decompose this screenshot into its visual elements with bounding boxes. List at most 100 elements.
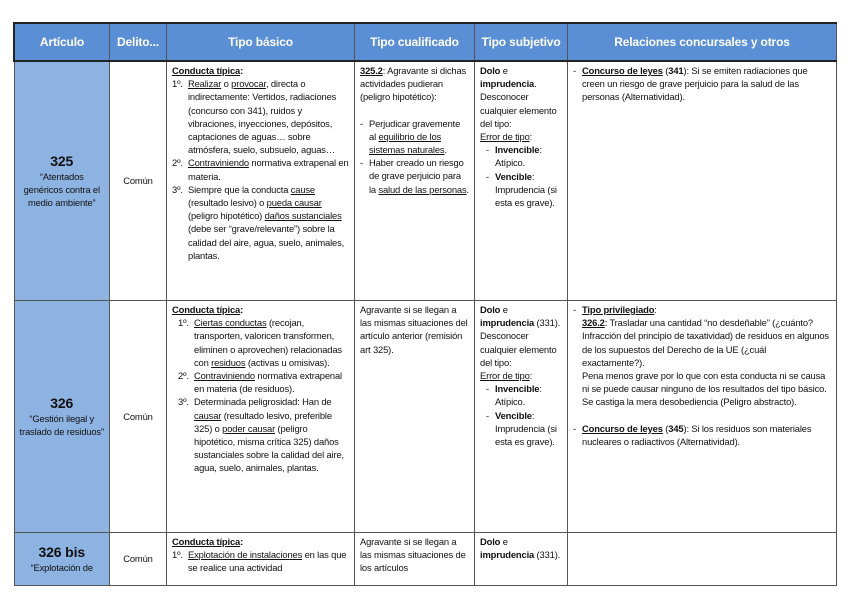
bold-text: Vencible <box>495 409 532 421</box>
relaciones-cell <box>567 532 837 586</box>
article-number: 326 bis <box>38 544 86 560</box>
basico-cell: Conducta típica: 1º. Ciertas conductas (re… <box>166 300 355 533</box>
paragraph: Conducta típica: <box>172 303 349 316</box>
text: (331). Desconocer cualquier elemento del… <box>480 317 561 368</box>
text: (activas u omisivas). <box>245 356 330 368</box>
list-item: - Haber creado un riesgo de grave perjuic… <box>360 156 469 196</box>
list-item-text: Invencible: Atípico. <box>495 143 562 169</box>
underlined-text: causar <box>194 409 222 421</box>
list-marker: - <box>486 144 489 156</box>
paragraph: Agravante si se llegan a las mismas situ… <box>360 535 469 575</box>
list-marker: 3º. <box>178 396 189 408</box>
list-item-text: Siempre que la conducta cause (resultado… <box>188 183 349 262</box>
text: (recojan, transporten, valoricen transfo… <box>194 317 342 368</box>
text: Agravante si se llegan a las mismas situ… <box>360 536 466 574</box>
text: : Trasladar una cantidad “no desdeñable”… <box>582 317 829 368</box>
table-row: 326 “Gestión ilegal y traslado de residu… <box>13 300 837 533</box>
list-item-text: Realizar o provocar, directa o indirecta… <box>188 77 349 156</box>
penal-comparison-table: Artículo Delito... Tipo básico Tipo cual… <box>13 22 837 586</box>
header-delito: Delito... <box>109 22 167 62</box>
list-item-text: Ciertas conductas (recojan, transporten,… <box>194 316 349 369</box>
paragraph: Agravante si se llegan a las mismas situ… <box>360 303 469 356</box>
delito-cell: Común <box>109 532 167 586</box>
list-marker: 1º. <box>178 317 189 329</box>
underlined-text: Conducta típica <box>172 304 241 315</box>
bold-text: Invencible <box>495 144 540 156</box>
list-marker: - <box>360 157 363 169</box>
text: ): Si los residuos son materiales nuclea… <box>582 422 812 447</box>
underlined-text: residuos <box>211 356 246 368</box>
paragraph: Dolo e imprudencia (331). <box>480 535 562 561</box>
underlined-text: Realizar <box>188 78 222 90</box>
underlined-text: 325.2 <box>360 65 383 76</box>
header-tipo-basico: Tipo básico <box>166 22 355 62</box>
subjetivo-cell: Dolo e imprudencia. Desconocer cualquier… <box>474 60 568 301</box>
list-item: - Invencible: Atípico. <box>480 143 562 169</box>
list-item-text: Perjudicar gravemente al equilibrio de l… <box>369 117 469 157</box>
text: normativa extrapenal en materia (de resi… <box>194 370 342 395</box>
text: : <box>529 370 533 382</box>
list-marker: 1º. <box>172 78 183 90</box>
list-marker: - <box>573 422 576 434</box>
list-item-text: Vencible: Imprudencia (si esta es grave)… <box>495 409 562 449</box>
list-item-text: Invencible: Atípico. <box>495 382 562 408</box>
paragraph: Conducta típica: <box>172 64 349 77</box>
bold-text: imprudencia <box>480 78 535 90</box>
text: en las que se realice una actividad <box>188 549 347 574</box>
text: (peligro hipotético, misma crítica 325) … <box>194 422 344 474</box>
article-cell: 325 “Atentados genéricos contra el medio… <box>13 60 110 301</box>
list-item-text: Determinada peligrosidad: Han de causar … <box>194 395 349 474</box>
list-item-text: Concurso de leyes (345): Si los residuos… <box>582 422 831 448</box>
list-item: - Tipo privilegiado: <box>573 303 831 316</box>
text: , directa o indirectamente: Vertidos, ra… <box>188 78 337 156</box>
underlined-text: Error de tipo <box>480 370 530 382</box>
bold-text: Dolo <box>480 65 501 76</box>
text: Pena menos grave por lo que con esta con… <box>582 370 827 408</box>
text: : Imprudencia (si esta es grave). <box>495 170 557 209</box>
underlined-text: Contraviniendo <box>194 370 255 382</box>
bold-text: 341 <box>668 65 684 76</box>
bold-text: 345 <box>668 422 684 434</box>
spacer <box>360 104 469 117</box>
subjetivo-cell: Dolo e imprudencia (331). Desconocer cua… <box>474 300 568 533</box>
text: (resultado lesivo, preferible 325) o <box>194 409 332 434</box>
article-cell: 326 “Gestión ilegal y traslado de residu… <box>13 300 110 533</box>
cualificado-cell: Agravante si se llegan a las mismas situ… <box>354 532 475 586</box>
underlined-text: salud de las personas <box>378 183 467 195</box>
list-item-text: Contraviniendo normativa extrapenal en m… <box>194 369 349 395</box>
paragraph: Pena menos grave por lo que con esta con… <box>573 369 831 409</box>
header-articulo: Artículo <box>13 22 110 62</box>
underlined-text: pueda causar <box>266 197 322 209</box>
underlined-text: Ciertas conductas <box>194 317 267 329</box>
text: (debe ser “grave/relevante”) sobre la ca… <box>188 223 345 261</box>
text: o <box>221 78 232 90</box>
list-item-text: Concurso de leyes (341): Si se emiten ra… <box>582 64 831 104</box>
list-item-text: Tipo privilegiado: <box>582 303 831 316</box>
text: Siempre que la conducta <box>188 183 291 195</box>
text: (peligro hipotético) <box>188 210 265 222</box>
text: normativa extrapenal en materia. <box>188 157 349 182</box>
text: (331). <box>534 549 561 561</box>
list-marker: 1º. <box>172 549 183 561</box>
list-marker: - <box>486 170 489 182</box>
list-marker: - <box>573 65 576 76</box>
list-item: 1º. Explotación de instalaciones en las q… <box>172 548 349 574</box>
basico-cell: Conducta típica: 1º. Explotación de instal… <box>166 532 355 586</box>
bold-text: Invencible <box>495 383 540 395</box>
list-item: 3º. Siempre que la conducta cause (result… <box>172 183 349 262</box>
spacer <box>573 409 831 422</box>
underlined-text: Conducta típica <box>172 65 241 76</box>
list-item-text: Explotación de instalaciones en las que … <box>188 548 349 574</box>
bold-text: imprudencia <box>480 549 535 561</box>
underlined-text: Contraviniendo <box>188 157 249 169</box>
header-tipo-cualificado: Tipo cualificado <box>354 22 475 62</box>
list-marker: 2º. <box>172 157 183 169</box>
list-marker: - <box>486 383 489 395</box>
article-number: 326 <box>50 395 74 411</box>
bold-text: Vencible <box>495 170 532 182</box>
text: : Atípico. <box>495 383 542 408</box>
list-marker: 3º. <box>172 183 183 195</box>
article-cell: 326 bis “Explotación de <box>13 532 110 586</box>
list-item: - Vencible: Imprudencia (si esta es grave… <box>480 409 562 449</box>
underlined-text: cause <box>290 183 315 195</box>
